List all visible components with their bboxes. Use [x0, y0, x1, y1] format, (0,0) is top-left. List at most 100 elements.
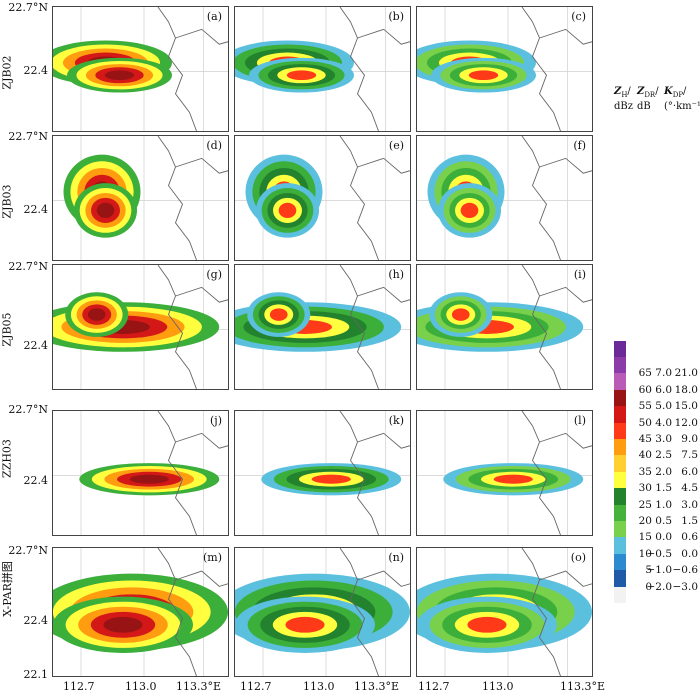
coastline — [339, 265, 379, 389]
panel-l: (l) — [416, 410, 593, 536]
panel-label: (f) — [573, 139, 586, 152]
colorbar-tick-zdr: 3.0 — [655, 433, 672, 445]
coastline — [157, 411, 197, 535]
colorbar-swatch — [614, 373, 626, 390]
colorbar-tick-zh: 5 — [645, 564, 652, 577]
lat-label-top-row2: 22.7°N — [8, 260, 48, 273]
radar-echo — [286, 70, 317, 81]
radar-echo — [104, 70, 135, 81]
colorbar-swatch — [614, 406, 626, 423]
colorbar-tick-kdp: 0.6 — [681, 531, 698, 544]
boundary-line — [539, 286, 592, 303]
row-label-2: ZJB05 — [0, 312, 14, 347]
colorbar-tick-zdr: 2.0 — [655, 465, 672, 478]
colorbar-tick-kdp: 1.5 — [681, 515, 698, 527]
radar-map — [417, 411, 592, 535]
radar-echo — [460, 202, 479, 219]
coastline — [521, 136, 561, 260]
lon-label-c1-1: 113.0 — [303, 680, 335, 693]
boundary-line — [357, 157, 410, 174]
panel-b: (b) — [234, 6, 411, 132]
colorbar-swatch — [614, 570, 626, 587]
lat-label-top-row0: 22.7°N — [8, 1, 48, 14]
radar-echo — [278, 202, 297, 219]
lat-label-top-row4: 22.7°N — [8, 544, 48, 557]
colorbar-tick-zdr: 0.0 — [655, 531, 672, 544]
coastline — [339, 411, 379, 535]
colorbar-swatch — [614, 504, 626, 521]
colorbar-tick-zdr: 0.5 — [655, 515, 672, 527]
radar-map — [235, 548, 410, 676]
lon-label-c2-1: 113.0 — [482, 680, 514, 693]
panel-o: (o) — [416, 547, 593, 677]
boundary-line — [357, 432, 410, 449]
panel-a: (a) — [52, 6, 229, 132]
coastline — [157, 548, 197, 676]
panel-f: (f) — [416, 135, 593, 261]
radar-map — [53, 265, 228, 389]
coastline — [339, 136, 379, 260]
panel-j: (j) — [52, 410, 229, 536]
lon-label-c0-0: 112.7 — [63, 680, 95, 693]
lat-label-bottom: 22.1 — [23, 668, 49, 681]
colorbar-swatch — [614, 553, 626, 571]
coastline — [157, 136, 197, 260]
colorbar-tick-kdp: 3.0 — [681, 498, 698, 511]
lon-label-c2-0: 112.7 — [418, 680, 450, 693]
boundary-line — [175, 286, 228, 303]
coastline — [157, 265, 197, 389]
colorbar-tick-zdr: 2.5 — [655, 449, 672, 462]
radar-echo — [269, 308, 288, 321]
panel-label: (o) — [570, 551, 586, 564]
radar-map — [53, 136, 228, 260]
lon-label-c2-2: 113.3°E — [560, 680, 606, 693]
boundary-line — [357, 28, 410, 45]
colorbar-tick-zdr: −0.5 — [646, 547, 673, 560]
colorbar-tick-zh: 60 — [638, 383, 652, 396]
panel-g: (g) — [52, 264, 229, 390]
lat-label-mid-row2: 22.4 — [23, 339, 49, 352]
lat-label-top-row1: 22.7°N — [8, 130, 48, 143]
colorbar-tick-zh: 55 — [638, 400, 652, 413]
radar-echo — [87, 308, 106, 321]
colorbar-swatch — [614, 439, 626, 456]
colorbar-swatch — [614, 537, 626, 554]
radar-echo — [493, 474, 533, 484]
colorbar-swatch — [614, 488, 626, 505]
boundary-line — [175, 28, 228, 45]
colorbar-tick-zh: 65 — [638, 367, 652, 380]
colorbar-swatch — [614, 389, 626, 407]
radar-map — [417, 548, 592, 676]
panel-label: (b) — [388, 10, 404, 23]
lat-label-mid-row4: 22.4 — [23, 614, 49, 627]
coastline — [521, 7, 561, 131]
colorbar-tick-zdr: −1.0 — [646, 564, 673, 577]
panel-label: (l) — [573, 414, 586, 427]
colorbar-swatch — [614, 455, 626, 472]
radar-map — [235, 411, 410, 535]
colorbar-tick-kdp: 7.5 — [681, 449, 698, 462]
panel-label: (d) — [206, 139, 222, 152]
colorbar-tick-kdp: 18.0 — [674, 383, 698, 396]
colorbar-tick-zdr: 7.0 — [655, 367, 672, 380]
panel-label: (e) — [388, 139, 404, 152]
boundary-line — [175, 157, 228, 174]
colorbar-tick-zdr: 1.0 — [655, 498, 672, 511]
coastline — [521, 411, 561, 535]
colorbar-swatch — [614, 340, 626, 357]
radar-map — [235, 136, 410, 260]
radar-echo — [451, 308, 470, 321]
panel-e: (e) — [234, 135, 411, 261]
lon-label-c0-1: 113.0 — [125, 680, 157, 693]
panel-label: (c) — [571, 10, 586, 23]
panel-label: (m) — [202, 551, 222, 564]
colorbar-tick-kdp: 4.5 — [681, 482, 698, 495]
boundary-line — [539, 570, 592, 587]
colorbar-swatch — [614, 521, 626, 538]
colorbar-tick-zdr: 6.0 — [655, 383, 672, 396]
coastline — [339, 548, 379, 676]
row-label-3: ZZH03 — [0, 439, 14, 478]
panel-label: (g) — [206, 268, 222, 281]
colorbar-tick-zh: 30 — [638, 482, 652, 495]
colorbar-tick-zh: 20 — [638, 515, 652, 527]
